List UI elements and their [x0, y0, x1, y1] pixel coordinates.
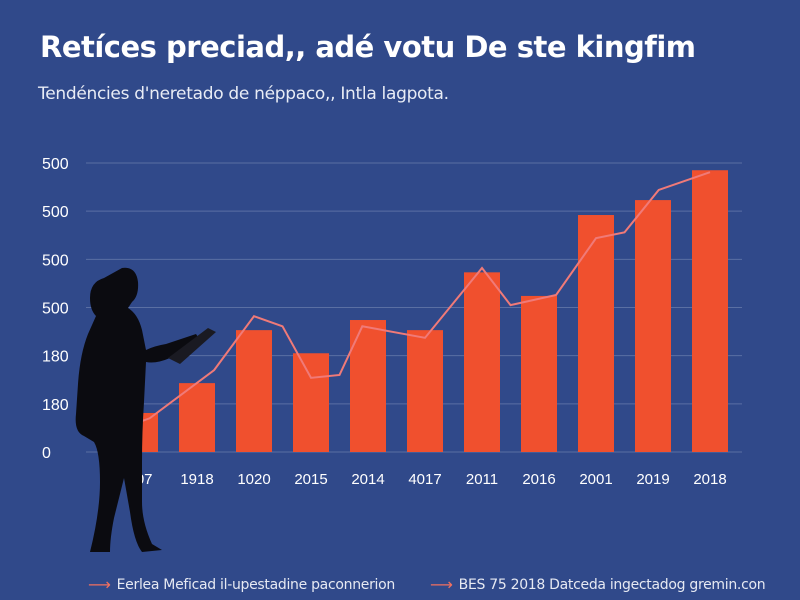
person-silhouette-icon [75, 267, 216, 552]
legend-label: Eerlea Meficad il-upestadine paconnerion [116, 576, 396, 593]
x-tick-label: 1020 [237, 471, 270, 488]
arrow-icon: ⟶ [430, 575, 453, 594]
trend-line [122, 171, 711, 429]
y-tick-label: 500 [42, 252, 69, 269]
legend-item-1: ⟶ Eerlea Meficad il-upestadine paconneri… [88, 575, 395, 594]
y-tick-label: 180 [42, 349, 69, 366]
y-tick-label: 500 [42, 204, 69, 221]
x-tick-label: 2018 [693, 471, 726, 488]
bar [692, 170, 728, 452]
x-tick-label: 2019 [636, 471, 669, 488]
x-tick-label: 2011 [466, 471, 498, 488]
arrow-icon: ⟶ [88, 575, 111, 594]
legend-label: BES 75 2018 Datceda ingectadog gremin.co… [458, 576, 766, 593]
x-tick-label: 4017 [408, 471, 441, 488]
bar [293, 353, 329, 452]
bar [635, 200, 671, 452]
bar [464, 272, 500, 452]
y-tick-label: 500 [42, 156, 69, 173]
bar [578, 215, 614, 452]
bar [407, 330, 443, 452]
y-tick-label: 0 [42, 445, 51, 462]
x-tick-label: 2016 [522, 471, 555, 488]
y-tick-label: 500 [42, 301, 69, 318]
bar [521, 295, 557, 452]
y-tick-label: 180 [42, 397, 69, 414]
x-tick-label: 2014 [351, 471, 384, 488]
chart-subtitle: Tendéncies d'neretado de néppaco,, Intla… [38, 84, 449, 104]
x-tick-label: 2001 [579, 471, 612, 488]
x-tick-label: 2015 [294, 471, 327, 488]
bar [236, 330, 272, 452]
x-tick-label: 1918 [180, 471, 213, 488]
legend-item-2: ⟶ BES 75 2018 Datceda ingectadog gremin.… [430, 575, 766, 594]
bar [179, 383, 215, 452]
chart-title: Retíces preciad,, adé votu De ste kingfi… [40, 30, 696, 64]
